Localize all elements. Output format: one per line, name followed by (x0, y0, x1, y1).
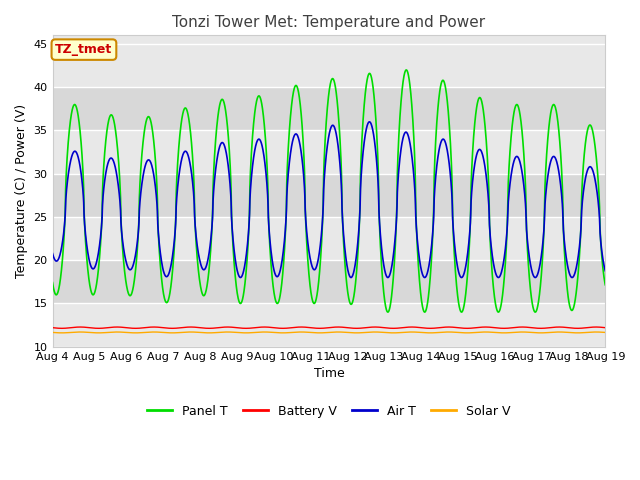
Panel T (112, 128, 120, 134)
Solar V (531, 330, 539, 336)
Panel T (403, 67, 410, 73)
Battery V (531, 325, 539, 331)
Bar (52, 174, 605, 217)
Air T (591, 175, 598, 181)
Panel T (145, 114, 152, 120)
Bar (52, 217, 605, 260)
Panel T (591, 141, 598, 147)
Air T (285, 169, 292, 175)
Battery V (145, 324, 152, 330)
Panel T (602, 282, 609, 288)
Solar V (602, 330, 609, 336)
Line: Solar V: Solar V (52, 332, 605, 333)
Legend: Panel T, Battery V, Air T, Solar V: Panel T, Battery V, Air T, Solar V (143, 400, 515, 423)
Solar V (112, 329, 120, 335)
Air T (145, 157, 152, 163)
Line: Panel T: Panel T (52, 70, 605, 312)
Air T (49, 251, 56, 256)
Panel T (260, 124, 268, 130)
Text: TZ_tmet: TZ_tmet (55, 43, 113, 56)
Panel T (531, 309, 539, 315)
Bar (52, 87, 605, 131)
Solar V (145, 329, 152, 335)
Air T (260, 157, 268, 163)
Battery V (602, 325, 609, 331)
Bar (52, 303, 605, 347)
Solar V (285, 330, 292, 336)
Solar V (591, 329, 598, 335)
Battery V (58, 325, 65, 331)
Bar (52, 260, 605, 303)
Air T (112, 166, 120, 171)
Battery V (285, 325, 292, 331)
Line: Air T: Air T (52, 122, 605, 277)
Solar V (261, 329, 269, 335)
Solar V (592, 329, 600, 335)
Panel T (285, 142, 292, 148)
Air T (602, 268, 609, 274)
Battery V (592, 324, 600, 330)
Line: Battery V: Battery V (52, 327, 605, 328)
Battery V (261, 324, 269, 330)
Battery V (49, 325, 56, 331)
Air T (568, 275, 576, 280)
Solar V (58, 330, 65, 336)
Panel T (531, 309, 539, 315)
Bar (52, 44, 605, 87)
Air T (531, 275, 539, 280)
Bar (52, 131, 605, 174)
Title: Tonzi Tower Met: Temperature and Power: Tonzi Tower Met: Temperature and Power (172, 15, 486, 30)
Panel T (49, 280, 56, 286)
Battery V (112, 324, 120, 330)
Y-axis label: Temperature (C) / Power (V): Temperature (C) / Power (V) (15, 104, 28, 278)
X-axis label: Time: Time (314, 367, 344, 380)
Air T (365, 119, 373, 125)
Battery V (591, 324, 598, 330)
Solar V (49, 330, 56, 336)
